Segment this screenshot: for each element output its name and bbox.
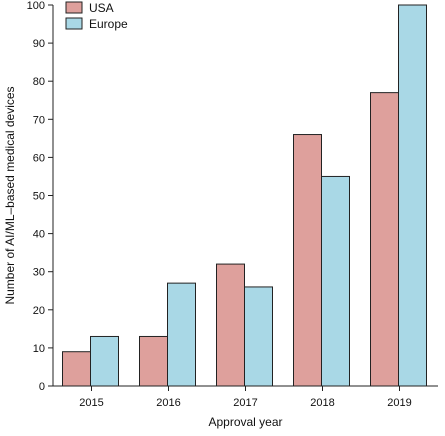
- y-tick-label: 60: [33, 152, 45, 164]
- x-axis-title: Approval year: [208, 415, 282, 429]
- bar-europe-2019: [398, 4, 427, 387]
- y-tick-label: 100: [27, 0, 45, 12]
- y-tick-label: 40: [33, 229, 45, 241]
- legend-swatch-usa: [65, 1, 83, 14]
- legend: USA Europe: [65, 1, 128, 31]
- bar-europe-2015: [90, 335, 119, 387]
- bar-usa-2017: [216, 263, 245, 387]
- y-axis-title: Number of AI/ML–based medical devices: [3, 86, 17, 304]
- y-tick-label: 10: [33, 343, 45, 355]
- bar-usa-2016: [139, 335, 168, 387]
- x-tick-label: 2017: [233, 397, 257, 409]
- bar-europe-2018: [321, 175, 350, 387]
- x-tick-label: 2019: [387, 397, 411, 409]
- y-tick-label: 0: [39, 381, 45, 393]
- bar-usa-2018: [293, 134, 322, 387]
- bars-layer: [62, 4, 427, 387]
- y-tick-label: 90: [33, 38, 45, 50]
- x-tick-label: 2018: [310, 397, 334, 409]
- legend-label-europe: Europe: [89, 17, 128, 31]
- x-tick-label: 2015: [79, 397, 103, 409]
- y-tick-label: 70: [33, 114, 45, 126]
- y-tick-label: 50: [33, 191, 45, 203]
- x-tick-label: 2016: [156, 397, 180, 409]
- y-tick-label: 20: [33, 305, 45, 317]
- legend-swatch-europe: [65, 17, 83, 30]
- bar-usa-2019: [370, 92, 399, 387]
- y-tick-label: 30: [33, 267, 45, 279]
- legend-label-usa: USA: [89, 1, 114, 15]
- axes-layer: 0 10 20 30 40 50 60 70 80 90 100 2015 2016 2017 2018 20…: [27, 0, 438, 409]
- y-tick-label: 80: [33, 76, 45, 88]
- bar-europe-2017: [244, 286, 273, 387]
- bar-europe-2016: [167, 282, 196, 387]
- bar-usa-2015: [62, 351, 91, 387]
